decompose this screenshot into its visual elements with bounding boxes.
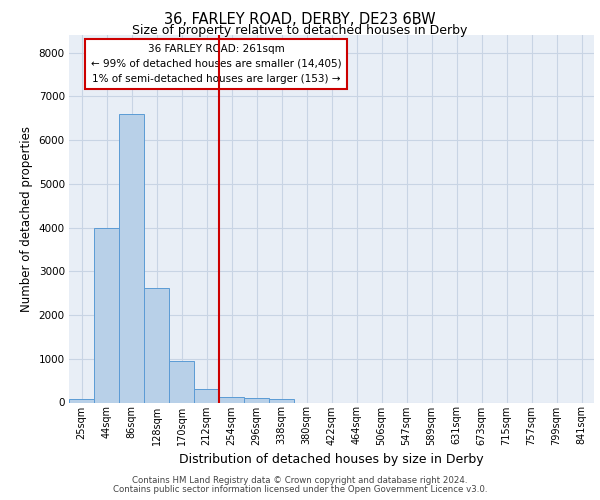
Text: 36 FARLEY ROAD: 261sqm
← 99% of detached houses are smaller (14,405)
1% of semi-: 36 FARLEY ROAD: 261sqm ← 99% of detached…: [91, 44, 341, 84]
Y-axis label: Number of detached properties: Number of detached properties: [20, 126, 33, 312]
Text: Size of property relative to detached houses in Derby: Size of property relative to detached ho…: [133, 24, 467, 37]
Bar: [119, 114, 144, 403]
Bar: [169, 361, 194, 403]
Bar: [94, 228, 119, 402]
Text: 36, FARLEY ROAD, DERBY, DE23 6BW: 36, FARLEY ROAD, DERBY, DE23 6BW: [164, 12, 436, 28]
Text: Contains public sector information licensed under the Open Government Licence v3: Contains public sector information licen…: [113, 484, 487, 494]
Text: Contains HM Land Registry data © Crown copyright and database right 2024.: Contains HM Land Registry data © Crown c…: [132, 476, 468, 485]
Bar: [269, 399, 294, 402]
X-axis label: Distribution of detached houses by size in Derby: Distribution of detached houses by size …: [179, 453, 484, 466]
Bar: [244, 398, 269, 402]
Bar: [219, 397, 244, 402]
Bar: [194, 389, 219, 402]
Bar: [69, 400, 94, 402]
Bar: [144, 288, 169, 403]
